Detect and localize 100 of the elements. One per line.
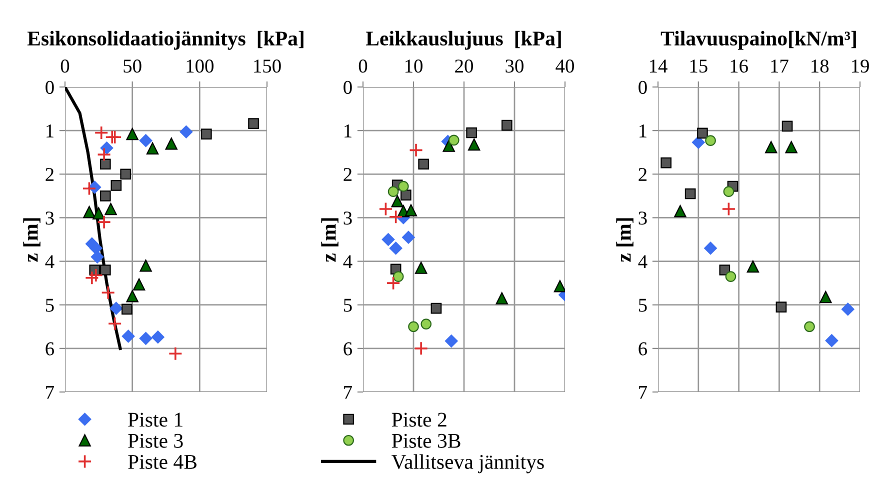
- legend-label: Piste 3B: [392, 434, 460, 448]
- point: [132, 278, 146, 290]
- point: [825, 334, 838, 348]
- point: [140, 260, 152, 272]
- point: [704, 242, 717, 255]
- point: [88, 268, 104, 282]
- x-tick-label: 14: [650, 60, 668, 72]
- legend-label: Piste 2: [392, 412, 446, 427]
- point: [126, 290, 138, 302]
- y-axis-title: z [m]: [321, 218, 338, 262]
- point: [804, 321, 815, 332]
- point: [165, 138, 178, 150]
- point: [684, 188, 696, 200]
- point: [444, 334, 458, 348]
- y-tick-label: 3: [638, 212, 647, 225]
- y-tick-label: 7: [46, 386, 54, 399]
- x-tick-label: 40: [556, 60, 574, 73]
- y-tick-label: 3: [46, 212, 54, 225]
- y-tick-label: 0: [344, 80, 352, 94]
- x-tick-label: 16: [730, 60, 748, 73]
- point: [418, 158, 430, 170]
- point: [378, 202, 393, 216]
- point: [404, 204, 418, 216]
- point: [92, 207, 105, 220]
- y-tick-label: 5: [46, 298, 54, 312]
- point: [104, 202, 117, 216]
- y-tick-label: 5: [638, 298, 647, 312]
- legend-label: Piste 3: [128, 434, 183, 448]
- point: [139, 332, 152, 345]
- y-tick-label: 6: [638, 342, 648, 356]
- point: [82, 181, 96, 196]
- line-series: [65, 87, 122, 350]
- point: [168, 346, 183, 361]
- point: [90, 250, 104, 264]
- y-tick-label: 5: [344, 298, 352, 312]
- y-tick-label: 0: [46, 80, 54, 94]
- chart-title: Tilavuuspaino[kN/m³]: [660, 30, 856, 50]
- y-tick-label: 0: [638, 80, 647, 94]
- point: [100, 158, 111, 170]
- point: [496, 292, 508, 304]
- y-tick-label: 4: [45, 255, 54, 268]
- point: [391, 195, 404, 208]
- legend-label: Vallitseva jännitys: [392, 454, 544, 474]
- point: [120, 168, 132, 180]
- point: [122, 304, 132, 315]
- x-tick-label: 15: [690, 60, 708, 73]
- point: [382, 233, 395, 246]
- point: [400, 190, 412, 200]
- point: [100, 264, 111, 276]
- x-tick-label: 19: [852, 60, 869, 73]
- point: [408, 143, 424, 158]
- point: [386, 276, 400, 290]
- point: [502, 120, 512, 131]
- point: [96, 147, 112, 162]
- point: [126, 128, 138, 140]
- y-tick-label: 2: [638, 168, 647, 181]
- x-tick-label: 0: [358, 60, 368, 73]
- x-tick-label: 150: [254, 60, 281, 73]
- point: [408, 321, 419, 332]
- x-tick-label: 20: [455, 60, 473, 73]
- point: [448, 134, 460, 146]
- point: [389, 242, 402, 255]
- chart-title: Leikkauslujuus [kPa]: [366, 30, 561, 50]
- point: [746, 260, 760, 273]
- point: [402, 230, 415, 244]
- point: [782, 120, 793, 132]
- point: [430, 302, 442, 314]
- point: [765, 141, 778, 154]
- point: [442, 140, 455, 152]
- y-tick-label: 7: [344, 386, 352, 399]
- y-tick-label: 2: [46, 168, 54, 181]
- chart-title: Esikonsolidaatiojännitys [kPa]: [27, 30, 304, 50]
- point: [96, 214, 112, 230]
- y-tick-label: 6: [46, 342, 54, 356]
- y-tick-label: 4: [343, 255, 352, 268]
- point: [705, 135, 716, 146]
- point: [151, 330, 164, 344]
- point: [108, 316, 122, 331]
- point: [719, 264, 730, 276]
- point: [108, 130, 122, 144]
- y-tick-label: 2: [344, 168, 352, 181]
- point: [388, 186, 399, 197]
- point: [388, 210, 403, 224]
- y-axis-title: z [m]: [616, 218, 634, 262]
- y-tick-label: 7: [639, 386, 648, 399]
- x-tick-label: 10: [405, 60, 422, 73]
- point: [200, 128, 212, 140]
- point: [820, 290, 832, 304]
- point: [84, 270, 100, 285]
- y-tick-label: 4: [638, 255, 648, 268]
- point: [110, 302, 123, 315]
- point: [466, 127, 477, 138]
- point: [398, 180, 409, 192]
- x-tick-label: 30: [506, 60, 524, 73]
- point: [146, 142, 159, 155]
- legend-label: Piste 1: [128, 412, 182, 427]
- point: [110, 180, 122, 191]
- x-tick-label: 17: [771, 60, 788, 72]
- point: [723, 186, 734, 197]
- x-tick-label: 50: [124, 60, 142, 73]
